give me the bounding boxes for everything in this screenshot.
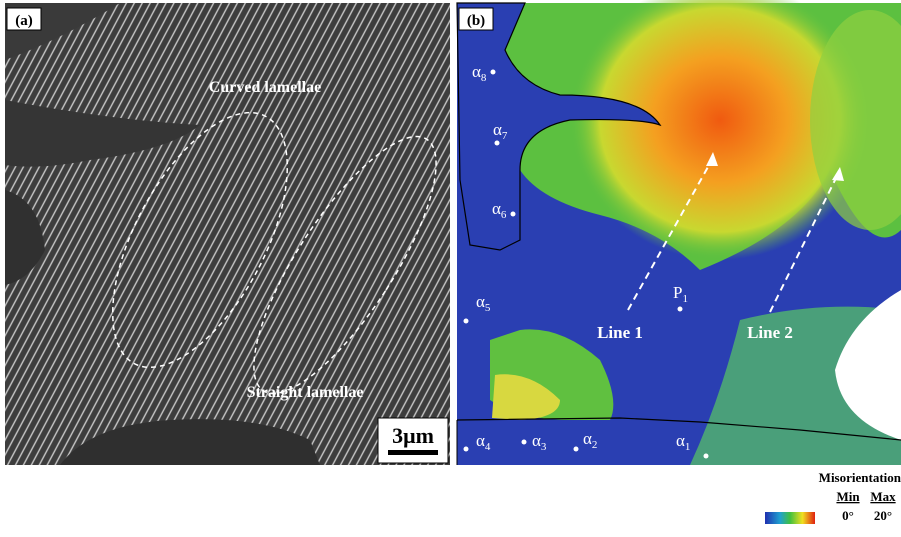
phase-symbol: α xyxy=(476,431,485,450)
legend: Misorientation Min Max 0° 20° xyxy=(765,470,901,524)
micrograph xyxy=(5,3,450,465)
figure: (a) Curved lamellae Straight lamellae 3μ… xyxy=(0,0,901,532)
phase-index: 2 xyxy=(592,439,598,451)
annotation: Curved lamellae xyxy=(209,79,321,96)
legend-min-value: 0° xyxy=(842,508,854,523)
panel-label: (b) xyxy=(467,13,485,29)
annotation: Straight lamellae xyxy=(247,384,364,401)
phase-index: 6 xyxy=(501,209,507,221)
phase-symbol: α xyxy=(583,429,592,448)
line-label: Line 1 xyxy=(597,323,643,342)
phase-symbol: α xyxy=(472,62,481,81)
point-symbol: P xyxy=(673,283,682,302)
panel-label: (a) xyxy=(15,13,33,29)
scale-bar-label: 3μm xyxy=(392,423,434,448)
phase-index: 1 xyxy=(685,441,691,453)
legend-min-label: Min xyxy=(836,489,860,504)
panel-b: (b) α8 α7 α6 α5 α4 α3 α2 α1 P1 Line 1 Li… xyxy=(457,0,901,465)
scale-bar xyxy=(388,450,438,455)
phase-symbol: α xyxy=(532,431,541,450)
panel-a: (a) Curved lamellae Straight lamellae 3μ… xyxy=(5,3,467,465)
phase-symbol: α xyxy=(476,292,485,311)
color-bar xyxy=(765,512,815,524)
phase-index: 3 xyxy=(541,441,547,453)
legend-title: Misorientation xyxy=(819,470,901,485)
line-label: Line 2 xyxy=(747,323,793,342)
phase-index: 4 xyxy=(485,441,491,453)
phase-index: 7 xyxy=(502,130,508,142)
phase-symbol: α xyxy=(676,431,685,450)
point-index: 1 xyxy=(682,293,688,305)
legend-max-label: Max xyxy=(870,489,896,504)
phase-symbol: α xyxy=(493,120,502,139)
legend-max-value: 20° xyxy=(874,508,892,523)
phase-index: 5 xyxy=(485,302,491,314)
phase-index: 8 xyxy=(481,72,487,84)
phase-symbol: α xyxy=(492,199,501,218)
